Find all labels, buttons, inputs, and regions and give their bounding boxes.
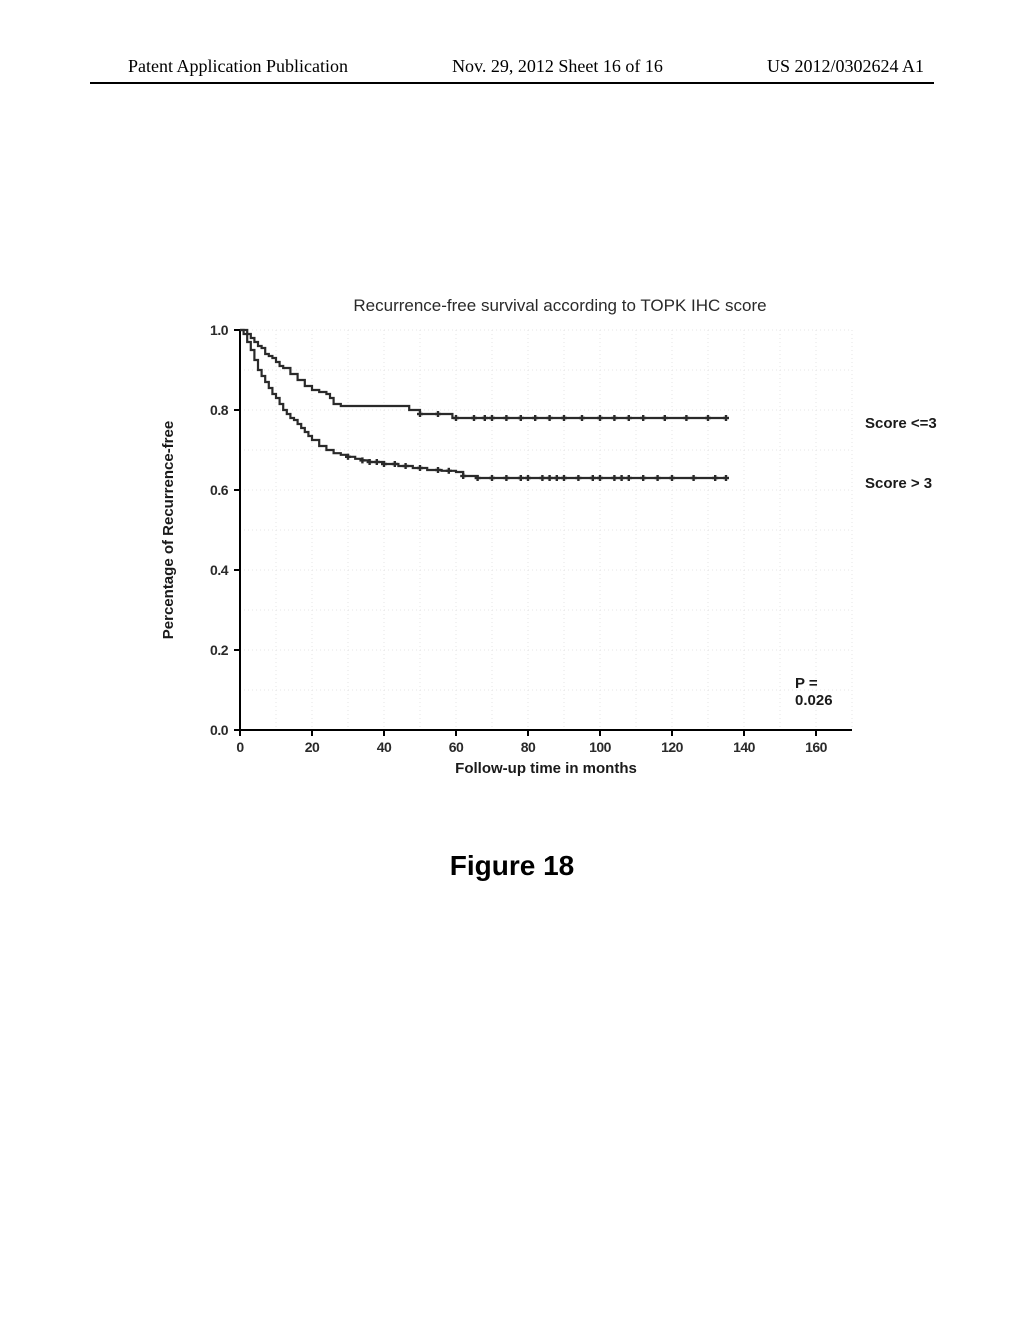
page-header: Patent Application Publication Nov. 29, … (0, 56, 1024, 77)
header-rule (90, 82, 934, 84)
x-axis-title: Follow-up time in months (240, 760, 852, 777)
grid-group (240, 330, 852, 730)
x-tick-label: 20 (305, 739, 320, 755)
p-value-annotation: P = 0.026 (795, 675, 852, 709)
plot-area: 0.00.20.40.60.81.0 020406080100120140160… (240, 330, 852, 730)
x-tick-label: 160 (805, 739, 828, 755)
figure-caption: Figure 18 (0, 850, 1024, 882)
header-left: Patent Application Publication (128, 56, 348, 77)
curve-high (240, 330, 726, 478)
y-tick-label: 0.2 (210, 642, 229, 658)
plot-svg: 0.00.20.40.60.81.0 020406080100120140160 (240, 330, 852, 730)
survival-curves (240, 330, 729, 481)
y-axis-title: Percentage of Recurrence-free (160, 330, 180, 730)
y-tick-label: 1.0 (210, 322, 229, 338)
legend-high: Score > 3 (865, 475, 932, 492)
x-tick-label: 40 (377, 739, 392, 755)
x-tick-label: 100 (589, 739, 612, 755)
axes-group (234, 330, 852, 736)
header-center: Nov. 29, 2012 Sheet 16 of 16 (452, 56, 663, 77)
x-tick-label: 80 (521, 739, 536, 755)
x-tick-label: 120 (661, 739, 684, 755)
x-tick-label: 0 (236, 739, 244, 755)
figure-area: Recurrence-free survival according to TO… (170, 300, 890, 800)
y-tick-label: 0.8 (210, 402, 229, 418)
chart-title: Recurrence-free survival according to TO… (230, 296, 890, 316)
legend-low: Score <=3 (865, 415, 937, 432)
y-tick-label: 0.6 (210, 482, 229, 498)
x-tick-label: 60 (449, 739, 464, 755)
x-tick-labels: 0 20 40 60 80 100 120 140 160 (236, 739, 827, 755)
y-tick-label: 0.0 (210, 722, 229, 738)
y-tick-label: 0.4 (210, 562, 229, 578)
y-tick-labels: 0.0 0.2 0.4 0.6 0.8 1.0 (210, 322, 229, 738)
x-tick-label: 140 (733, 739, 756, 755)
header-right: US 2012/0302624 A1 (767, 56, 924, 77)
curve-low (240, 330, 726, 418)
